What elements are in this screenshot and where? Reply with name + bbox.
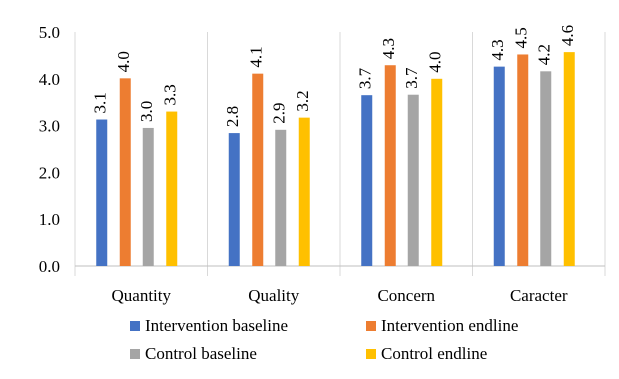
legend-item-control-baseline: Control baseline [130,344,366,364]
x-tick-label: Quantity [112,286,172,305]
legend-item-intervention-endline: Intervention endline [366,316,600,336]
bar-layer [96,52,575,267]
data-label: 4.3 [379,38,398,59]
legend-label-control-baseline: Control baseline [145,344,257,363]
legend-swatch-intervention-endline [366,321,376,331]
bar [228,133,240,266]
legend-swatch-intervention-baseline [130,321,140,331]
bar [275,129,287,266]
x-tick-label: Concern [377,286,435,305]
y-tick-label: 2.0 [39,163,60,182]
data-label: 4.5 [512,27,531,48]
data-label: 4.6 [558,25,577,46]
bar [166,111,178,266]
x-tick-label: Quality [248,286,299,305]
data-label: 3.3 [161,84,180,105]
data-label: 2.9 [270,103,289,124]
legend-item-control-endline: Control endline [366,344,600,364]
data-label: 4.0 [114,51,133,72]
data-label-layer: 3.12.83.74.34.0 4.1 4.34.53.0 2.93.74.23.3 3… [91,25,578,127]
data-label: 3.7 [402,67,421,89]
data-label: 3.7 [356,67,375,89]
legend-swatch-control-endline [366,349,376,359]
legend-label-control-endline: Control endline [381,344,488,363]
bar [252,73,264,266]
bar [142,127,154,266]
data-label: 2.8 [223,106,242,127]
data-label: 4.0 [426,52,445,73]
bar [119,78,131,266]
grid-layer [74,32,606,276]
y-tick-label: 5.0 [39,23,60,42]
bar [540,71,552,266]
data-label: 3.2 [293,90,312,111]
bar [493,66,505,266]
legend-label-intervention-endline: Intervention endline [381,316,519,335]
legend-swatch-control-baseline [130,349,140,359]
legend-item-intervention-baseline: Intervention baseline [130,316,366,336]
legend-label-intervention-baseline: Intervention baseline [145,316,289,335]
y-tick-label: 1.0 [39,210,60,229]
data-label: 4.1 [247,46,266,67]
bar [431,78,443,266]
bar [407,94,419,266]
y-tick-label: 4.0 [39,70,60,89]
bar [96,119,108,267]
bar [384,65,396,266]
data-label: 3.1 [91,92,110,113]
data-label: 3.0 [137,101,156,122]
data-label: 4.3 [488,39,507,60]
bar [563,52,575,267]
legend: Intervention baseline Intervention endli… [130,316,600,364]
axis-layer: 0.0 1.0 2.0 3.0 4.0 5.0 Quantity Quality Concern… [39,23,605,305]
bar [517,54,529,266]
bar [298,117,310,266]
y-tick-label: 3.0 [39,117,60,136]
x-tick-label: Caracter [510,286,568,305]
y-tick-label: 0.0 [39,257,60,276]
bar [361,95,373,267]
data-label: 4.2 [535,44,554,65]
